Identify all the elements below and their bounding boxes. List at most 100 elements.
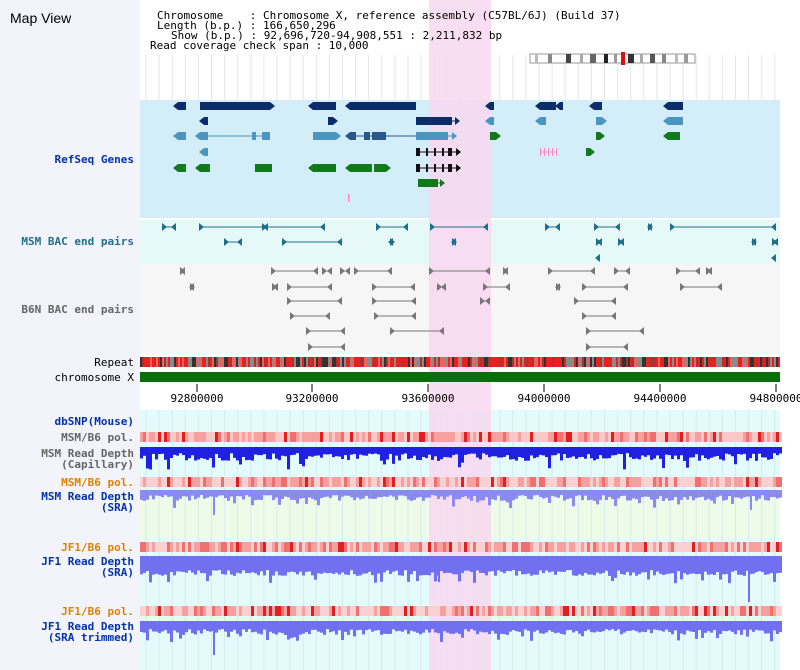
read-depth-bin [446,447,449,458]
repeat-block [298,357,300,367]
polymorphism-bin [377,477,380,487]
track-label-msm-depth-sra[interactable]: MSM Read Depth (SRA) [41,490,134,514]
track-label-msm-bac[interactable]: MSM BAC end pairs [21,235,134,248]
track-label-jf1-b6-pol-2[interactable]: JF1/B6 pol. [61,605,134,618]
read-depth-bin [389,621,392,634]
polymorphism-bin [356,477,359,487]
polymorphism-bin [458,606,461,616]
track-label-msm-b6-pol-2[interactable]: MSM/B6 pol. [61,476,134,489]
read-depth-bin [401,447,404,455]
polymorphism-bin [665,432,668,442]
polymorphism-bin [218,542,221,552]
read-depth-bin [143,490,146,501]
polymorphism-bin [770,606,773,616]
track-label-jf1-depth-trimmed[interactable]: JF1 Read Depth (SRA trimmed) [41,620,134,644]
polymorphism-bin [368,542,371,552]
read-depth-bin [509,621,512,632]
read-depth-bin [347,447,350,460]
polymorphism-bin [299,477,302,487]
polymorphism-bin [143,606,146,616]
read-depth-bin [530,556,533,576]
polymorphism-bin [416,432,419,442]
track-label-msm-depth-capillary[interactable]: MSM Read Depth (Capillary) [41,447,134,471]
read-depth-bin [443,490,446,500]
track-label-b6n-bac[interactable]: B6N BAC end pairs [21,303,134,316]
read-depth-bin [239,556,242,574]
repeat-block [444,357,446,367]
read-depth-bin [749,621,752,630]
read-depth-bin [311,621,314,630]
track-label-refseq[interactable]: RefSeq Genes [54,153,134,166]
polymorphism-bin [635,432,638,442]
read-depth-bin [503,447,506,457]
read-depth-bin [677,447,680,460]
read-depth-bin [263,556,266,576]
polymorphism-bin [431,477,434,487]
read-depth-bin [356,621,359,631]
read-depth-bin [218,556,221,571]
repeat-block [528,357,530,367]
polymorphism-bin [608,477,611,487]
read-depth-bin [740,556,743,575]
track-label-dbsnp[interactable]: dbSNP(Mouse) [54,415,134,428]
read-depth-bin [551,447,554,456]
read-depth-bin [494,621,497,634]
polymorphism-bin [749,606,752,616]
polymorphism-bin [509,432,512,442]
polymorphism-bin [350,432,353,442]
read-depth-bin [530,621,533,641]
read-depth-bin [464,490,467,497]
polymorphism-bin [497,542,500,552]
read-depth-bin [368,447,371,454]
read-depth-bin [398,447,401,461]
polymorphism-bin [551,606,554,616]
read-depth-bin [278,556,281,576]
polymorphism-bin [218,477,221,487]
repeat-block [366,357,368,367]
polymorphism-bin [536,432,539,442]
polymorphism-bin [695,432,698,442]
read-depth-bin [719,556,722,580]
polymorphism-bin [377,432,380,442]
read-depth-bin [551,490,554,496]
read-depth-bin [233,556,236,576]
polymorphism-bin [242,606,245,616]
read-depth-bin [491,621,494,631]
polymorphism-bin [311,606,314,616]
read-depth-bin [443,447,446,458]
polymorphism-bin [602,477,605,487]
polymorphism-bin [719,432,722,442]
read-depth-bin [344,490,347,496]
polymorphism-bin [461,542,464,552]
repeat-block [778,357,780,367]
track-label-msm-b6-pol-1[interactable]: MSM/B6 pol. [61,431,134,444]
polymorphism-bin [212,542,215,552]
repeat-block [650,357,652,367]
gene-exon [416,117,452,125]
read-depth-bin [668,447,671,456]
read-depth-bin [236,621,239,634]
polymorphism-bin [713,606,716,616]
bac-end-arrow [388,238,393,246]
polymorphism-bin [338,606,341,616]
read-depth-bin [584,621,587,632]
read-depth-bin [260,447,263,456]
read-depth-bin [779,490,782,498]
gene-exon [560,102,563,110]
track-label-jf1-depth-sra[interactable]: JF1 Read Depth (SRA) [41,555,134,579]
read-depth-bin [701,621,704,638]
read-depth-bin [659,556,662,574]
read-depth-bin [599,556,602,574]
track-label-jf1-b6-pol-1[interactable]: JF1/B6 pol. [61,541,134,554]
polymorphism-bin [563,606,566,616]
read-depth-bin [497,447,500,458]
repeat-block [188,357,190,367]
read-depth-bin [272,447,275,454]
gene-exon [490,102,494,110]
read-depth-bin [323,556,326,573]
read-depth-bin [563,621,566,635]
read-depth-bin [437,490,440,499]
read-depth-bin [500,447,503,458]
polymorphism-bin [245,432,248,442]
